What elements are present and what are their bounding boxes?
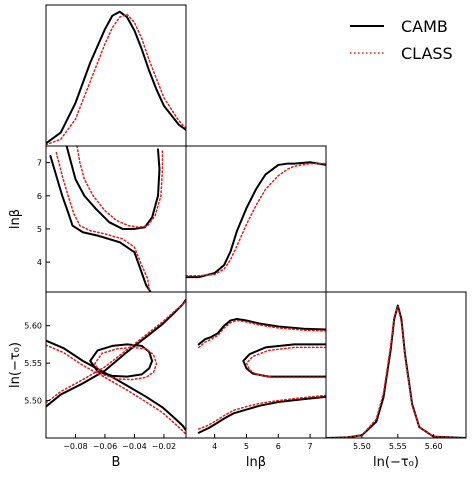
B_lntau_contours-class-line-4 (46, 344, 186, 436)
lnbeta_marginal-class-line-1 (186, 162, 326, 277)
B_lnbeta_contours-camb-line-1 (65, 146, 161, 230)
lnbeta_lntau_contours-camb-line-1 (197, 395, 326, 434)
lnbeta_lntau_contours-camb-line-0 (197, 317, 326, 346)
B_lnbeta_contours-camb-line-0 (49, 154, 152, 292)
lnbeta_marginal-frame (185, 145, 327, 293)
B_lntau_contours-class-line-3 (46, 300, 186, 404)
B_lnbeta_contours-curves (49, 146, 164, 292)
lnbeta-yaxis-tick-label-3: 7 (37, 159, 42, 168)
lnbeta-yaxis-tick-label-0: 4 (37, 258, 42, 267)
lntau-yaxis-tick-label-1: 5.55 (24, 359, 42, 368)
lnbeta_marginal-curves (186, 161, 326, 279)
B_lnbeta_contours-class-line-3 (76, 146, 164, 229)
lntau-axis-tick-label-2: 5.60 (425, 442, 443, 451)
B_marginal-curves (46, 10, 186, 146)
B-axis-tick-label-0: −0.08 (63, 442, 88, 451)
lntau-axis-tick-label-1: 5.55 (389, 442, 407, 451)
B_lntau_contours-camb-line-0 (46, 298, 186, 408)
lntau_marginal-camb-line-0 (326, 304, 466, 438)
lnbeta_lntau_contours-curves (197, 317, 326, 434)
B_lntau_contours-camb-line-2 (89, 343, 154, 378)
lnbeta-axis-tick-label-1: 5 (244, 442, 249, 451)
B-axis-tick-label-1: −0.06 (93, 442, 118, 451)
ylabel-lnbeta: lnβ (8, 209, 23, 229)
B_lntau_contours-class-line-5 (93, 346, 158, 381)
lnbeta-yaxis-tick-label-2: 6 (37, 192, 42, 201)
B-axis-tick-label-2: −0.04 (122, 442, 147, 451)
lnbeta_lntau_contours-class-line-5 (245, 346, 326, 379)
B_lntau_contours-camb-line-1 (46, 339, 186, 432)
B_lntau_contours-curves (46, 298, 186, 436)
B_marginal-camb-line-0 (46, 10, 186, 145)
lnbeta_marginal-camb-line-0 (186, 161, 326, 279)
lnbeta-axis-tick-label-3: 7 (308, 442, 313, 451)
lnbeta_lntau_contours-class-line-4 (197, 394, 326, 430)
xlabel-lntau: ln(−τ₀) (373, 455, 419, 470)
xlabel-lnbeta: lnβ (246, 455, 266, 470)
lnbeta_lntau_contours-class-line-3 (197, 319, 326, 349)
B_lntau_contours-frame (45, 291, 187, 439)
ylabel-lntau: ln(−τ₀) (8, 342, 23, 388)
B_lnbeta_contours-class-line-2 (55, 151, 150, 292)
B_lnbeta_contours-frame (45, 145, 187, 293)
lntau_marginal-class-line-1 (326, 306, 466, 438)
lntau-yaxis-tick-label-0: 5.50 (24, 397, 42, 406)
lntau-axis-tick-label-0: 5.50 (353, 442, 371, 451)
B_marginal-class-line-1 (46, 13, 186, 146)
legend-camb-label: CAMB (401, 17, 448, 36)
lnbeta-axis-tick-label-0: 4 (212, 442, 217, 451)
lntau-yaxis-tick-label-2: 5.60 (24, 322, 42, 331)
legend: CAMB CLASS (350, 17, 453, 63)
B_marginal-frame (45, 4, 187, 147)
legend-class-label: CLASS (401, 44, 453, 63)
lnbeta-axis-tick-label-2: 6 (276, 442, 281, 451)
xlabel-b: B (112, 455, 121, 470)
lnbeta-yaxis-tick-label-1: 5 (37, 225, 42, 234)
lnbeta_lntau_contours-frame (185, 291, 327, 439)
B-axis-tick-label-3: −0.02 (152, 442, 177, 451)
lntau_marginal-curves (326, 304, 466, 438)
